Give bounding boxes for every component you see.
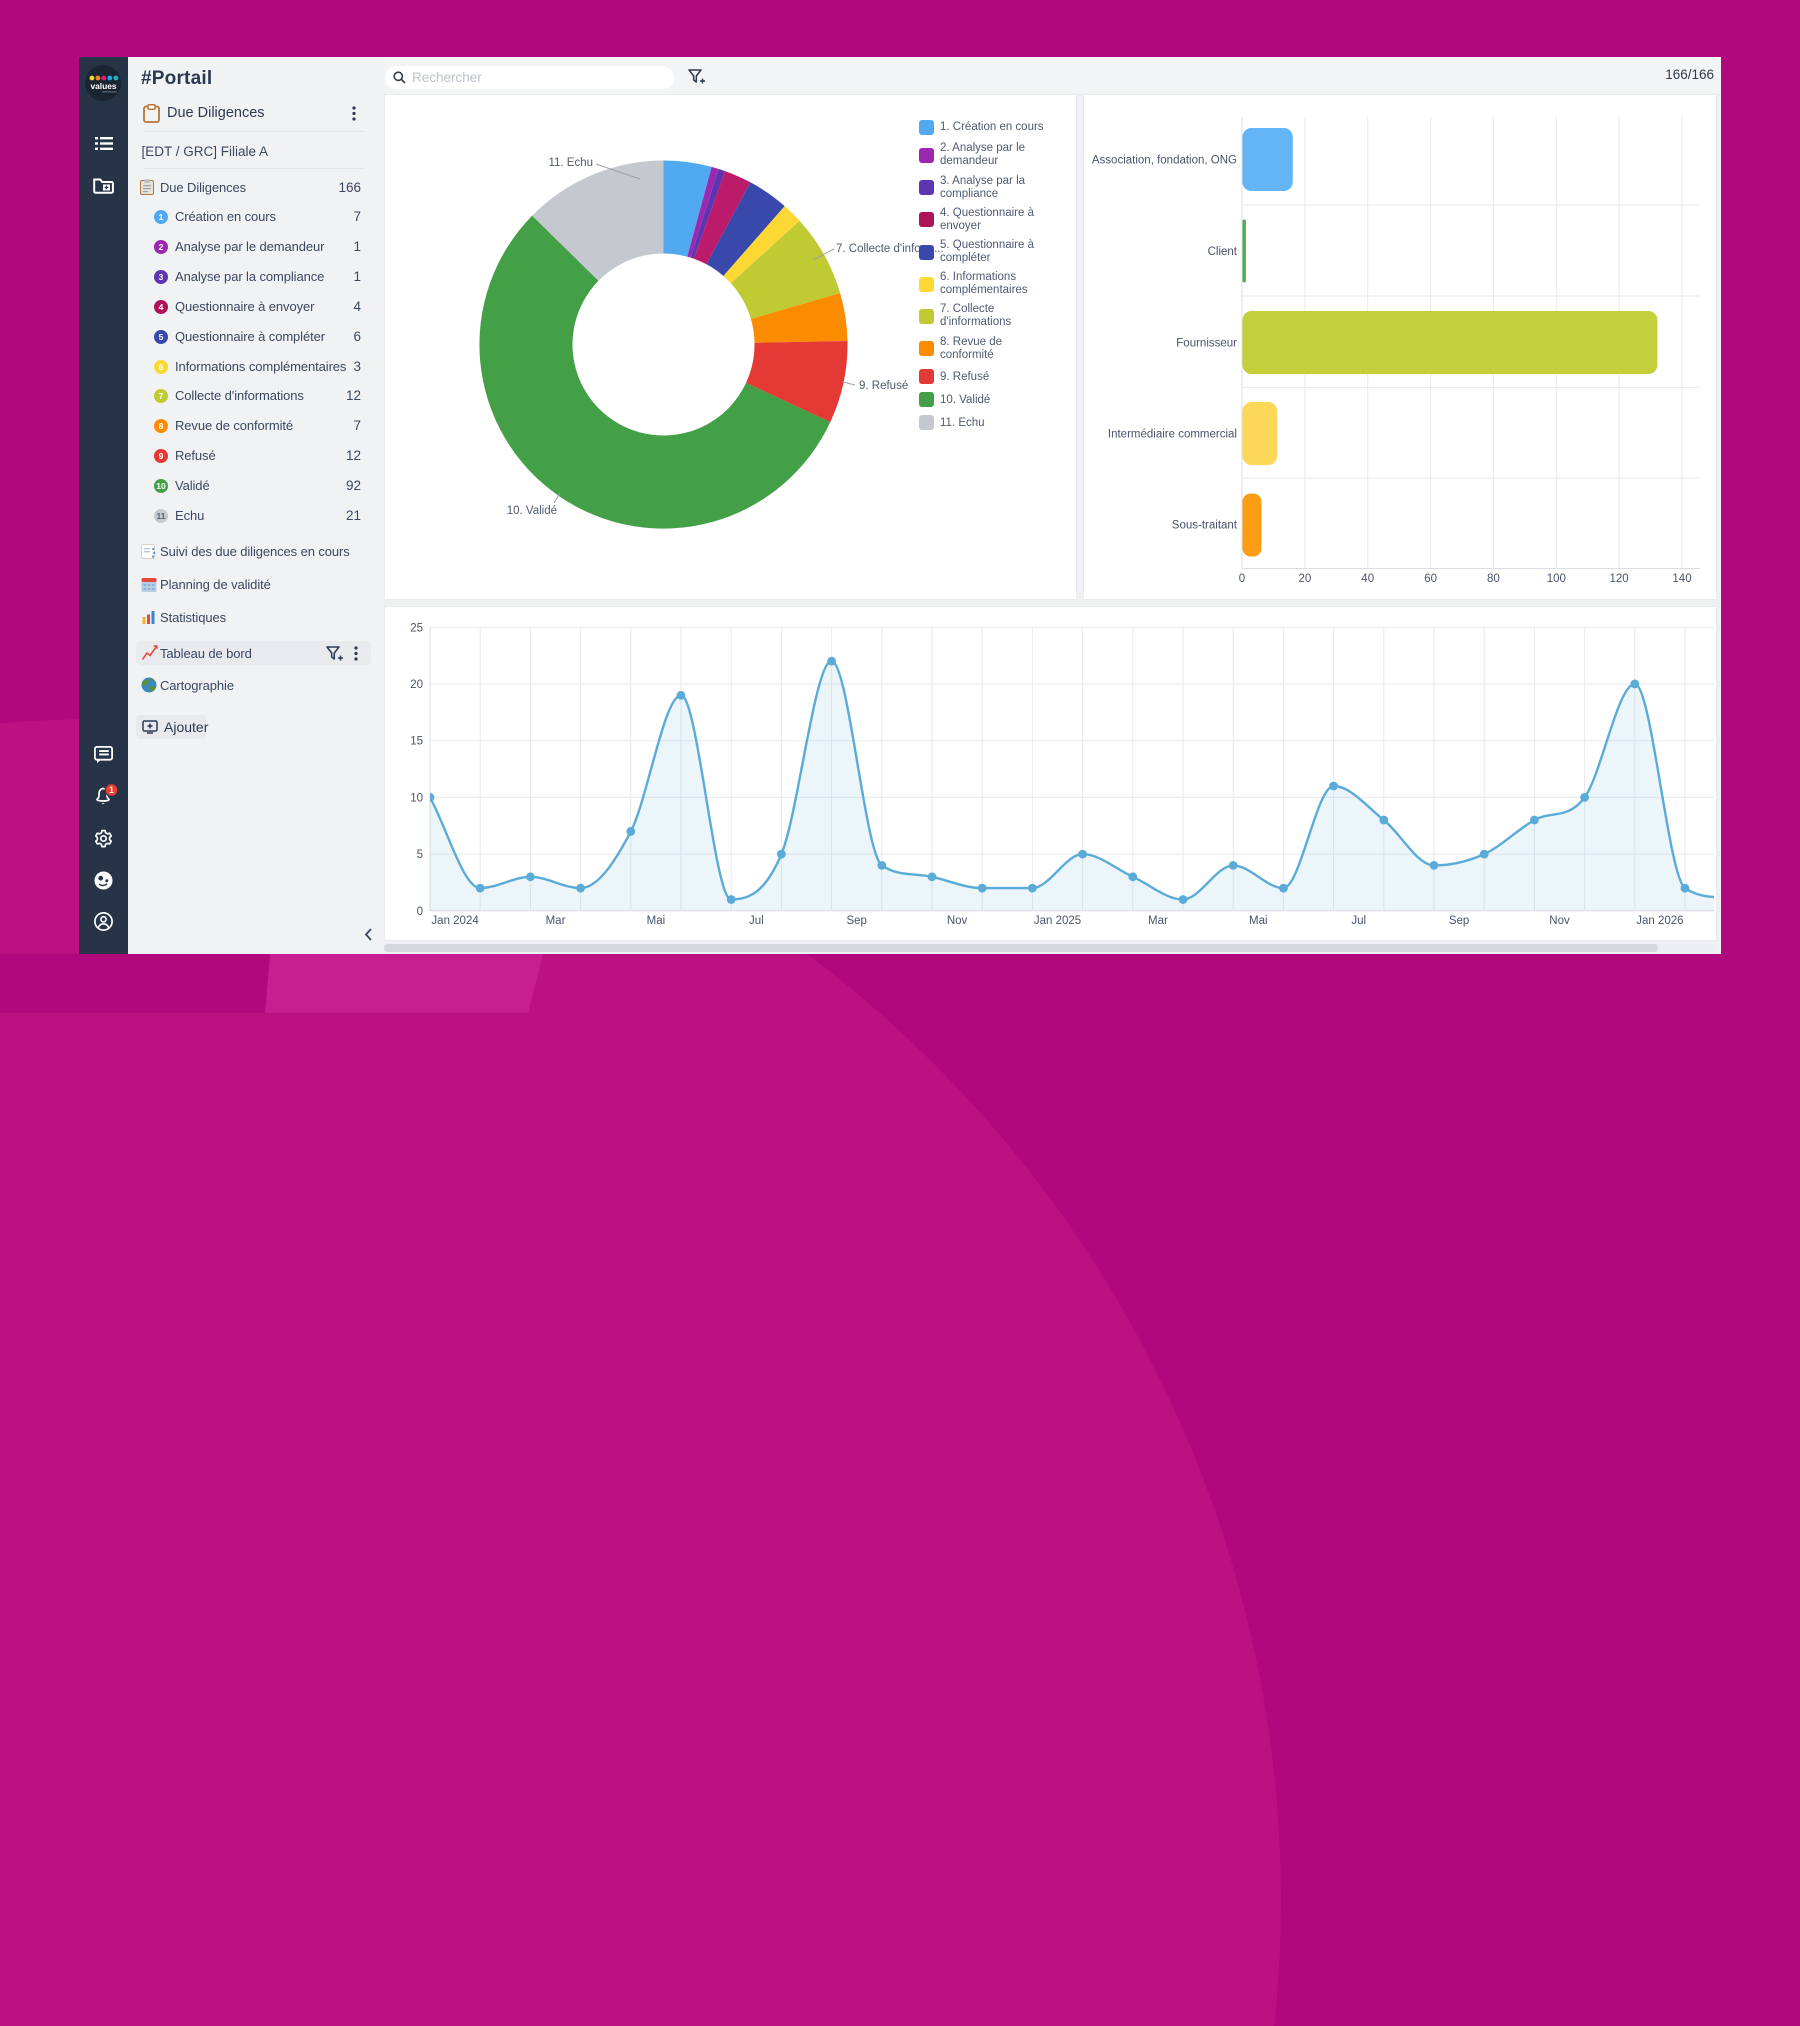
svg-text:9. Refusé: 9. Refusé <box>859 380 908 392</box>
svg-text:25: 25 <box>410 622 423 634</box>
svg-text:7. Collecte d'inform...: 7. Collecte d'inform... <box>836 243 944 255</box>
svg-text:Jul: Jul <box>749 915 764 927</box>
svg-text:11. Echu: 11. Echu <box>548 157 593 169</box>
svg-text:Mai: Mai <box>647 915 666 927</box>
svg-text:120: 120 <box>1610 573 1629 585</box>
svg-text:5: 5 <box>417 849 423 861</box>
svg-text:15: 15 <box>410 736 423 748</box>
svg-text:10: 10 <box>410 792 423 804</box>
svg-text:Fournisseur: Fournisseur <box>1176 338 1237 350</box>
svg-text:Association, fondation, ONG: Association, fondation, ONG <box>1092 155 1237 167</box>
svg-text:Nov: Nov <box>947 915 968 927</box>
svg-text:80: 80 <box>1487 573 1500 585</box>
svg-text:Jul: Jul <box>1351 915 1366 927</box>
svg-text:20: 20 <box>1299 573 1312 585</box>
svg-text:40: 40 <box>1361 573 1374 585</box>
svg-text:0: 0 <box>417 906 423 918</box>
svg-text:Sep: Sep <box>846 915 866 927</box>
svg-text:values: values <box>90 81 116 91</box>
svg-text:100: 100 <box>1547 573 1566 585</box>
svg-text:60: 60 <box>1424 573 1437 585</box>
svg-text:1: 1 <box>109 785 114 795</box>
svg-text:Intermédiaire commercial: Intermédiaire commercial <box>1108 429 1237 441</box>
svg-text:Jan 2024: Jan 2024 <box>431 915 479 927</box>
svg-text:140: 140 <box>1672 573 1691 585</box>
svg-text:Mar: Mar <box>546 915 566 927</box>
svg-text:Nov: Nov <box>1549 915 1570 927</box>
svg-text:Jan 2025: Jan 2025 <box>1034 915 1081 927</box>
svg-text:Sep: Sep <box>1449 915 1469 927</box>
svg-text:Mai: Mai <box>1249 915 1268 927</box>
svg-text:10. Validé: 10. Validé <box>507 505 557 517</box>
svg-text:Sous-traitant: Sous-traitant <box>1172 520 1238 532</box>
svg-text:Jan 2026: Jan 2026 <box>1636 915 1683 927</box>
svg-text:20: 20 <box>410 679 423 691</box>
svg-text:Client: Client <box>1208 246 1238 258</box>
svg-text:0: 0 <box>1239 573 1245 585</box>
svg-text:Mar: Mar <box>1148 915 1168 927</box>
